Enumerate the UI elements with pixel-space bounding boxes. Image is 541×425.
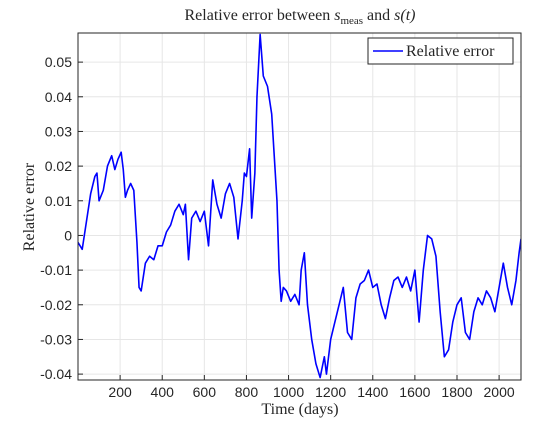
title-part: s (334, 7, 340, 24)
title-part: s(t) (394, 7, 415, 24)
y-tick-label: 0.03 (45, 123, 72, 139)
x-tick-label: 1000 (273, 384, 304, 400)
x-tick-label: 1600 (399, 384, 430, 400)
x-tick-label: 800 (235, 384, 259, 400)
x-tick-label: 1400 (357, 384, 388, 400)
x-tick-label: 600 (193, 384, 217, 400)
y-tick-label: -0.01 (40, 262, 72, 278)
x-tick-label: 1200 (315, 384, 346, 400)
y-tick-label: 0.04 (45, 89, 72, 105)
y-tick-label: 0 (64, 227, 72, 243)
y-tick-label: -0.03 (40, 331, 72, 347)
y-tick-label: -0.02 (40, 297, 72, 313)
y-tick-label: -0.04 (40, 366, 72, 382)
title-part: and (363, 7, 394, 24)
data-line (78, 33, 521, 379)
legend-label: Relative error (406, 43, 495, 60)
x-tick-label: 2000 (484, 384, 515, 400)
x-axis-label: Time (days) (261, 401, 338, 418)
y-tick-label: 0.01 (45, 193, 72, 209)
y-tick-label: 0.02 (45, 158, 72, 174)
y-axis-label: Relative error (21, 162, 38, 251)
x-tick-label: 1800 (441, 384, 472, 400)
title-part: meas (340, 15, 363, 27)
x-tick-label: 400 (151, 384, 175, 400)
x-tick-label: 200 (108, 384, 132, 400)
chart-title: Relative error between smeas and s(t) (185, 7, 416, 27)
axes-box (77, 32, 522, 381)
y-tick-label: 0.05 (45, 54, 72, 70)
title-part: Relative error between (185, 7, 335, 24)
